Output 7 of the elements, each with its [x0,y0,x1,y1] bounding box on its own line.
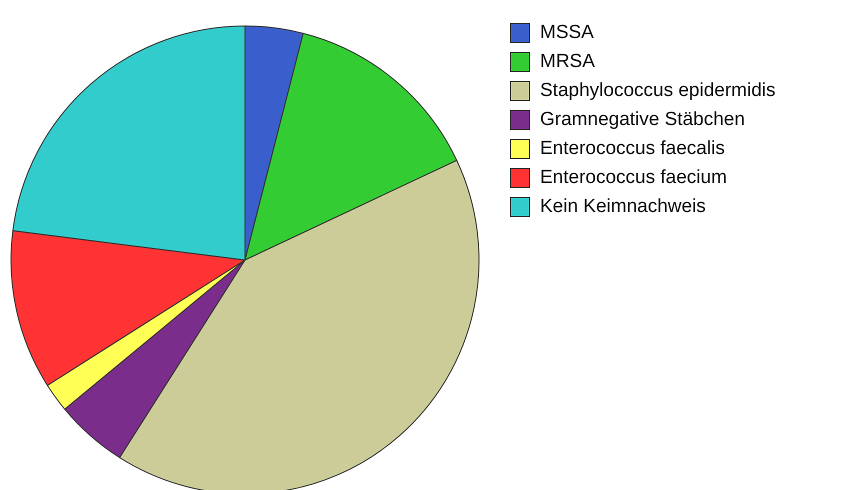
legend-label: MSSA [540,22,594,44]
legend-label: Kein Keimnachweis [540,196,706,218]
legend-label: Enterococcus faecalis [540,138,725,160]
legend-label: MRSA [540,50,595,72]
legend-label: Gramnegative Stäbchen [540,108,745,130]
legend-label: Enterococcus faecium [540,166,727,188]
legend-label: Staphylococcus epidermidis [540,80,776,102]
